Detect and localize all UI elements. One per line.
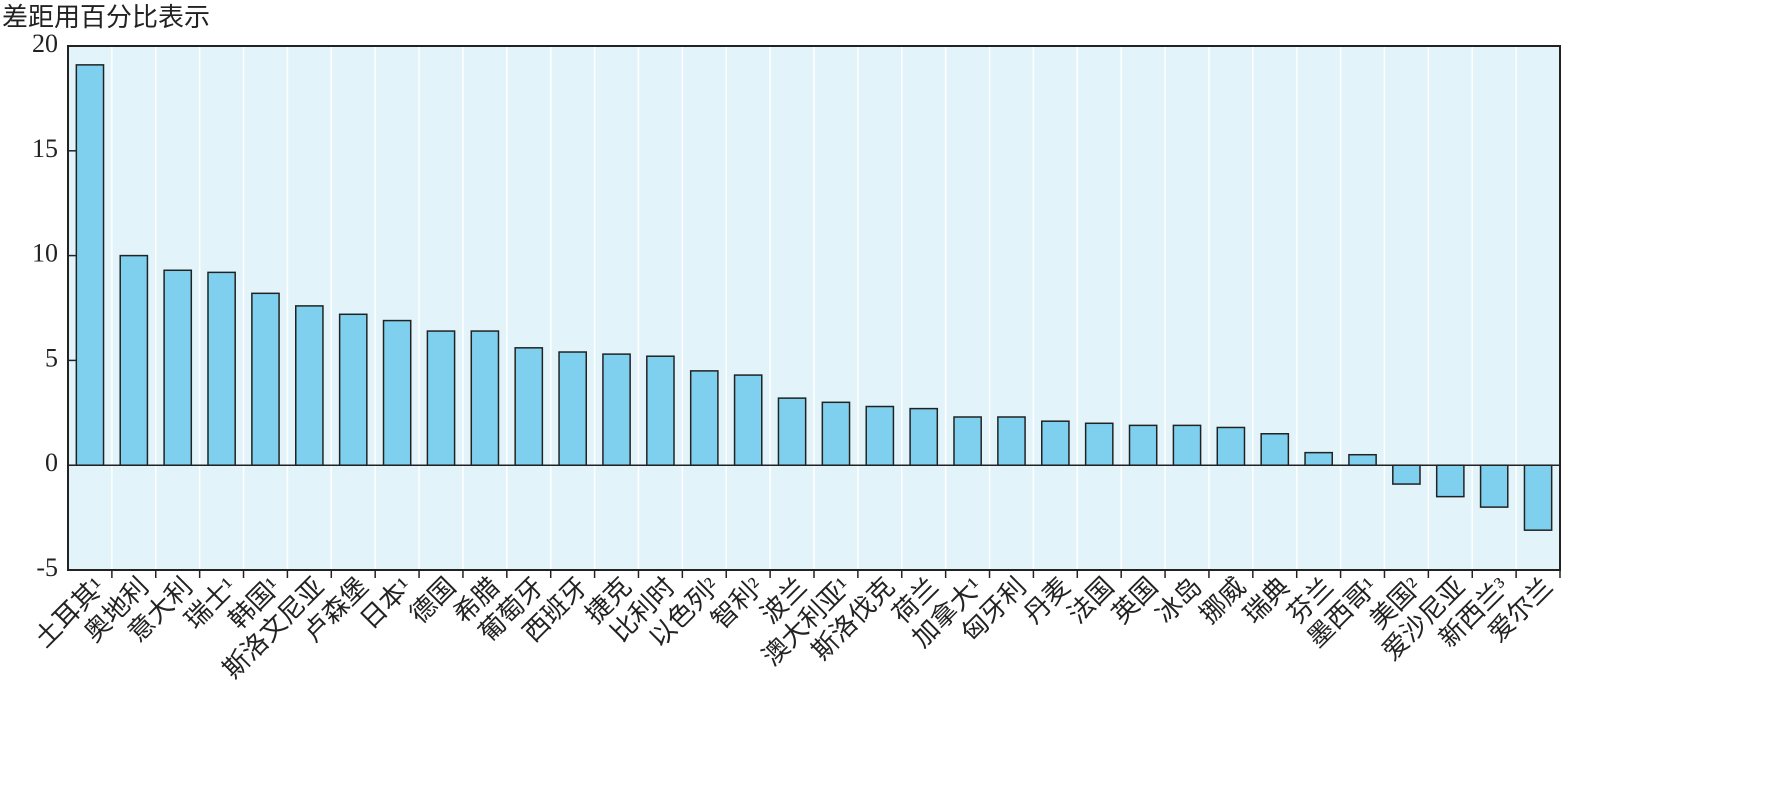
bar	[1172, 424, 1202, 466]
bar	[1040, 420, 1070, 466]
y-tick-label: 15	[32, 134, 58, 163]
y-tick-label: 20	[32, 29, 58, 58]
bar	[338, 313, 368, 466]
bar	[75, 64, 105, 466]
bar	[1304, 451, 1334, 466]
bar	[1260, 433, 1290, 466]
bar	[207, 271, 236, 466]
bar	[602, 353, 631, 466]
bar	[777, 397, 807, 466]
bar	[733, 374, 763, 466]
y-tick-label: 10	[32, 239, 58, 268]
x-tick-label: 法国	[1062, 572, 1119, 629]
x-tick-label: 日本¹	[355, 572, 418, 635]
y-axis-label: 差距用百分比表示	[2, 3, 210, 32]
x-tick-label: 丹麦	[1019, 572, 1076, 629]
bar	[865, 405, 895, 466]
bar	[1216, 426, 1246, 466]
bar	[646, 355, 675, 466]
bar	[689, 370, 719, 466]
bar	[251, 292, 280, 466]
bar	[294, 305, 324, 466]
bar	[1084, 422, 1114, 466]
y-tick-label: 5	[45, 343, 58, 372]
x-tick-label: 冰岛	[1150, 572, 1207, 629]
bar	[1128, 424, 1158, 466]
bar	[1348, 453, 1377, 466]
bar	[997, 416, 1026, 466]
bar	[909, 407, 939, 466]
bar	[470, 330, 500, 466]
x-tick-label: 瑞士¹	[179, 572, 242, 635]
bar	[119, 254, 149, 466]
y-tick-label: -5	[36, 553, 58, 582]
bar	[163, 269, 193, 466]
plot-frame	[67, 45, 1561, 571]
bar	[1523, 464, 1553, 531]
bar	[558, 351, 588, 466]
bar	[1435, 464, 1465, 498]
bar	[1479, 464, 1509, 508]
x-tick-label: 挪威	[1194, 572, 1251, 629]
x-tick-label: 瑞典	[1238, 572, 1295, 629]
bar	[953, 416, 982, 466]
bar	[426, 330, 456, 466]
bar	[1392, 464, 1421, 485]
x-tick-label: 英国	[1106, 572, 1163, 629]
y-tick-label: 0	[45, 448, 58, 477]
bar	[514, 347, 544, 466]
bar	[821, 401, 851, 466]
bar	[382, 319, 412, 466]
x-tick-label: 德国	[404, 572, 461, 629]
